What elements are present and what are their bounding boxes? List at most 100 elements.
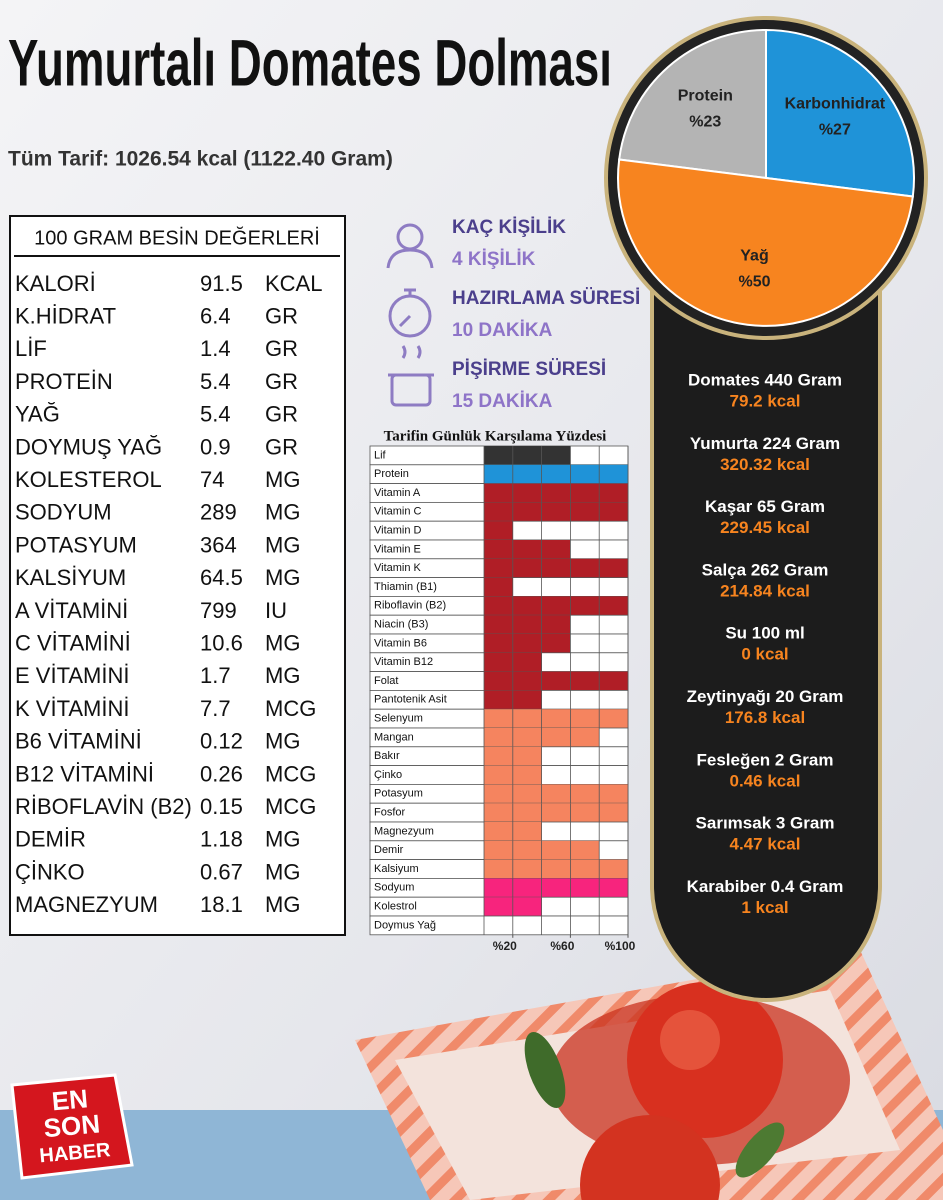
slice-name: Yağ: [740, 247, 768, 264]
bar: [484, 878, 628, 898]
slice-label: %50: [738, 273, 770, 290]
category-label: Bakır: [374, 750, 400, 762]
category-label: Mangan: [374, 731, 414, 743]
nutrient-unit: GR: [265, 402, 298, 427]
category-label: Sodyum: [374, 882, 414, 894]
logo-text: EN: [51, 1083, 90, 1116]
category-label: Riboflavin (B2): [374, 600, 446, 612]
bar: [484, 483, 628, 503]
nutrient-unit: MG: [265, 532, 300, 557]
nutrient-name: C VİTAMİNİ: [15, 631, 131, 656]
nutrient-name: KOLESTEROL: [15, 467, 162, 492]
bar: [484, 502, 628, 522]
ingredient-name: Salça 262 Gram: [702, 560, 829, 579]
category-label: Folat: [374, 675, 398, 687]
category-label: Kalsiyum: [374, 863, 419, 875]
nutrient-name: LİF: [15, 336, 47, 361]
pie-slice: [617, 158, 914, 327]
bar: [484, 709, 628, 728]
nutrient-value: 364: [200, 532, 237, 557]
nutrient-name: K VİTAMİNİ: [15, 696, 130, 721]
nutrient-value: 91.5: [200, 271, 243, 296]
nutrient-name: ÇİNKO: [15, 859, 85, 884]
logo-box: [10, 1073, 134, 1180]
nutrition-box: [9, 215, 346, 936]
bar: [484, 558, 628, 578]
ingredient-kcal: 79.2 kcal: [730, 391, 801, 410]
nutrient-unit: MG: [265, 892, 300, 917]
nutrient-unit: GR: [265, 434, 298, 459]
info-label: PİŞİRME SÜRESİ: [452, 359, 606, 380]
nutrient-value: 1.4: [200, 336, 231, 361]
nutrient-name: KALSİYUM: [15, 565, 126, 590]
bar: [484, 634, 571, 653]
nutrient-name: SODYUM: [15, 500, 112, 525]
info-value: 10 DAKİKA: [452, 320, 553, 341]
nutrient-value: 6.4: [200, 304, 231, 329]
bar: [484, 615, 571, 634]
nutrient-name: DEMİR: [15, 827, 86, 852]
category-label: Vitamin B6: [374, 637, 427, 649]
total: Tüm Tarif: 1026.54 kcal (1122.40 Gram): [8, 148, 393, 171]
ingredient-name: Sarımsak 3 Gram: [696, 814, 835, 833]
ingredient-kcal: 0 kcal: [741, 645, 788, 664]
tomato: [580, 1115, 720, 1200]
category-label: Vitamin D: [374, 525, 422, 537]
slice-label: %27: [819, 122, 851, 139]
ingredient-kcal: 229.45 kcal: [720, 518, 810, 537]
nutrient-unit: MG: [265, 663, 300, 688]
bar: [484, 540, 571, 559]
category-label: Vitamin K: [374, 562, 422, 574]
nutrient-value: 5.4: [200, 402, 231, 427]
x-tick-label: %100: [605, 939, 636, 953]
bar: [484, 784, 628, 804]
nutrient-name: YAĞ: [15, 402, 60, 427]
nutrient-value: 10.6: [200, 631, 243, 656]
category-label: Vitamin C: [374, 506, 422, 518]
info-value: 15 DAKİKA: [452, 391, 553, 412]
nutrient-unit: MCG: [265, 794, 316, 819]
category-label: Lif: [374, 449, 387, 461]
stopwatch-icon: [398, 288, 416, 328]
ingredient-kcal: 4.47 kcal: [730, 835, 801, 854]
nutrient-unit: MG: [265, 467, 300, 492]
info: KAÇ KİŞİLİK 4 KİŞİLİK HAZIRLAMA SÜRESİ 10 D…: [452, 217, 640, 412]
x-tick-label: %20: [493, 939, 517, 953]
macros-pie: Protein %23 Karbonhidrat %27 Yağ %50: [617, 28, 915, 327]
bar: [484, 859, 628, 879]
chart-title: Tarifin Günlük Karşılama Yüzdesi: [384, 428, 607, 444]
logo: EN SON HABER: [10, 1073, 134, 1180]
slice-name: Karbonhidrat: [785, 96, 886, 113]
nutrient-value: 0.9: [200, 434, 231, 459]
ingredient-kcal: 1 kcal: [741, 898, 788, 917]
basil: [735, 1122, 785, 1178]
ingredient-name: Su 100 ml: [725, 624, 804, 643]
category-label: Magnezyum: [374, 825, 434, 837]
category-label: Potasyum: [374, 788, 423, 800]
nutrient-name: B12 VİTAMİNİ: [15, 761, 154, 786]
nutrient-unit: MG: [265, 631, 300, 656]
nutrient-value: 799: [200, 598, 237, 623]
category-label: Demir: [374, 844, 404, 856]
bar: [484, 464, 628, 484]
ingredient-name: Yumurta 224 Gram: [690, 434, 840, 453]
ingredients: Domates 440 Gram 79.2 kcal Yumurta 224 Gra…: [687, 370, 844, 916]
nutrient-value: 289: [200, 500, 237, 525]
nutrient-unit: MG: [265, 827, 300, 852]
nutrient-unit: MG: [265, 565, 300, 590]
ingredient-kcal: 176.8 kcal: [725, 708, 805, 727]
daily-chart: Lif Protein Vitamin A Vitamin C Vitamin D Vit…: [369, 445, 636, 953]
ingredient-name: Zeytinyağı 20 Gram: [687, 687, 844, 706]
bar: [484, 521, 513, 540]
nutrient-name: E VİTAMİNİ: [15, 663, 130, 688]
category-label: Thiamin (B1): [374, 581, 437, 593]
bar: [484, 577, 513, 597]
nutrient-value: 0.15: [200, 794, 243, 819]
info-icons: [386, 223, 434, 407]
nutrient-name: MAGNEZYUM: [15, 892, 158, 917]
category-label: Fosfor: [374, 807, 406, 819]
category-label: Niacin (B3): [374, 619, 428, 631]
nutrient-name: B6 VİTAMİNİ: [15, 729, 142, 754]
nutrient-unit: GR: [265, 304, 298, 329]
